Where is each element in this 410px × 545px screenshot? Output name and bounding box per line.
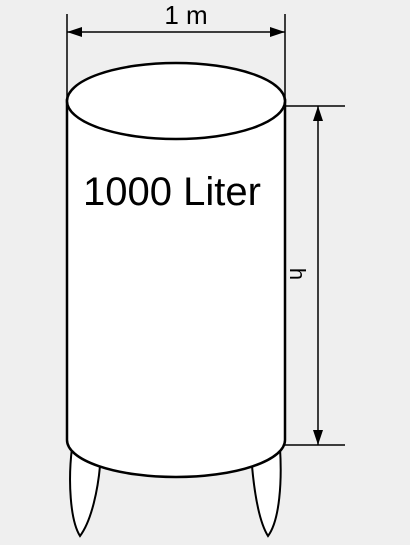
height-label: h	[285, 268, 310, 280]
diameter-label: 1 m	[164, 0, 207, 30]
tank-top-ellipse	[65, 61, 287, 141]
left-leg	[69, 446, 102, 538]
tank-body	[65, 98, 287, 479]
height-arrowhead-top	[313, 106, 323, 121]
diameter-arrowhead-left	[67, 27, 82, 37]
volume-label: 1000 Liter	[83, 170, 261, 214]
height-arrowhead-bottom	[313, 430, 323, 445]
right-leg	[250, 446, 282, 538]
diameter-arrowhead-right	[270, 27, 285, 37]
